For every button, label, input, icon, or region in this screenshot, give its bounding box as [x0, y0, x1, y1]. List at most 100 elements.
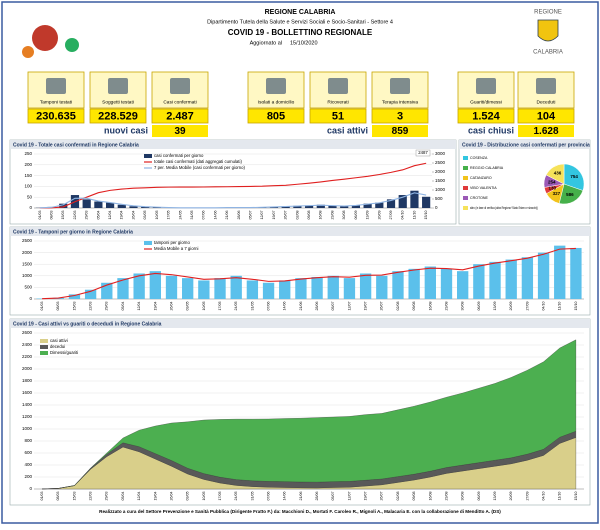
x-tick-label: 11/10	[558, 492, 562, 501]
bar	[425, 267, 436, 299]
bar	[182, 278, 193, 299]
y-tick-label: 2600	[22, 330, 33, 335]
summary-value: 39	[174, 126, 186, 137]
legend-label: casi attivi	[50, 338, 68, 343]
x-tick-label: 01/03	[38, 211, 42, 220]
panel-title: Covid 19 - Casi attivi vs guariti o dece…	[13, 321, 162, 327]
legend-swatch	[463, 196, 468, 200]
x-tick-label: 11/10	[412, 211, 416, 220]
x-tick-label: 29/03	[85, 211, 89, 220]
x-tick-label: 16/08	[428, 302, 432, 311]
x-tick-label: 29/03	[105, 302, 109, 311]
x-tick-label: 21/06	[299, 302, 303, 311]
x-tick-label: 23/08	[330, 211, 334, 220]
x-tick-label: 29/03	[105, 492, 109, 501]
bar	[263, 283, 274, 299]
x-tick-label: 03/05	[143, 211, 147, 220]
y-tick-label: 2400	[22, 342, 33, 347]
bar	[360, 273, 371, 299]
x-tick-label: 19/04	[153, 492, 157, 501]
x-tick-label: 04/10	[542, 492, 546, 501]
x-tick-label: 06/09	[354, 211, 358, 220]
x-tick-label: 23/08	[444, 492, 448, 501]
kpi-label: Deceduti	[537, 99, 556, 105]
x-tick-label: 15/03	[61, 211, 65, 220]
x-tick-label: 08/03	[56, 492, 60, 501]
summary-label: nuovi casi	[104, 125, 148, 135]
x-tick-label: 16/08	[319, 211, 323, 220]
region-title: REGIONE CALABRIA	[265, 9, 336, 16]
x-tick-label: 11/10	[558, 302, 562, 311]
x-tick-label: 07/06	[202, 211, 206, 220]
x-tick-label: 19/07	[364, 302, 368, 311]
x-tick-label: 24/05	[178, 211, 182, 220]
x-tick-label: 16/08	[428, 492, 432, 501]
x-tick-label: 30/08	[461, 302, 465, 311]
y2-tick-label: 500	[435, 196, 443, 201]
x-tick-label: 05/07	[331, 302, 335, 311]
annotation: 2487	[418, 150, 428, 155]
y-tick-label: 1500	[22, 261, 33, 266]
kpi-icon	[390, 78, 410, 94]
x-tick-label: 20/09	[377, 211, 381, 220]
legend-swatch	[463, 186, 468, 190]
legend-swatch	[463, 176, 468, 180]
legend-label: CROTONE	[470, 196, 489, 200]
x-tick-label: 30/08	[342, 211, 346, 220]
bar	[247, 280, 258, 299]
y2-tick-label: 2500	[435, 160, 446, 165]
x-tick-label: 19/04	[120, 211, 124, 220]
y-tick-label: 1600	[22, 390, 33, 395]
x-tick-label: 28/06	[315, 302, 319, 311]
legend-label: CATANZARO	[470, 176, 492, 180]
y-tick-label: 250	[24, 151, 32, 156]
bar	[83, 199, 91, 208]
x-tick-label: 01/03	[40, 302, 44, 311]
y-tick-label: 1200	[22, 414, 33, 419]
kpi-label: Guariti/dimessi	[470, 99, 502, 105]
legend-swatch	[40, 345, 48, 349]
bar	[295, 278, 306, 299]
legend-swatch	[144, 154, 152, 158]
x-tick-label: 06/09	[477, 302, 481, 311]
kpi-value: 805	[267, 110, 285, 122]
x-tick-label: 03/05	[186, 492, 190, 501]
x-tick-label: 06/09	[477, 492, 481, 501]
legend-label: decedui	[50, 344, 65, 349]
y-tick-label: 200	[24, 162, 32, 167]
bar	[376, 276, 387, 299]
x-tick-label: 15/03	[72, 302, 76, 311]
y-tick-label: 200	[24, 474, 32, 479]
bar	[214, 278, 225, 299]
summary-value: 859	[392, 126, 409, 137]
bar	[522, 257, 533, 299]
x-tick-label: 28/06	[237, 211, 241, 220]
x-tick-label: 28/06	[315, 492, 319, 501]
y-tick-label: 100	[24, 184, 32, 189]
kpi-value: 104	[537, 110, 556, 122]
legend-swatch	[144, 241, 152, 245]
x-tick-label: 02/08	[396, 302, 400, 311]
kpi-value: 1.524	[472, 110, 500, 122]
x-tick-label: 31/05	[250, 492, 254, 501]
x-tick-label: 14/06	[213, 211, 217, 220]
bar	[473, 264, 484, 299]
kpi-value: 2.487	[166, 110, 194, 122]
kpi-value: 51	[332, 110, 344, 122]
kpi-icon	[170, 78, 190, 94]
bar	[311, 277, 322, 299]
x-tick-label: 14/06	[283, 302, 287, 311]
legend-swatch	[463, 156, 468, 160]
panel-title: Covid 19 - Tamponi per giorno in Regione…	[13, 229, 133, 235]
y2-tick-label: 1000	[435, 187, 446, 192]
x-tick-label: 12/07	[347, 302, 351, 311]
x-tick-label: 05/04	[96, 211, 100, 220]
x-tick-label: 26/04	[169, 492, 173, 501]
y-tick-label: 1800	[22, 378, 33, 383]
x-tick-label: 15/10	[574, 302, 578, 311]
x-tick-label: 01/03	[40, 492, 44, 501]
legend-swatch	[463, 166, 468, 170]
x-tick-label: 19/07	[272, 211, 276, 220]
y-tick-label: 2000	[22, 366, 33, 371]
y2-tick-label: 3000	[435, 151, 446, 156]
